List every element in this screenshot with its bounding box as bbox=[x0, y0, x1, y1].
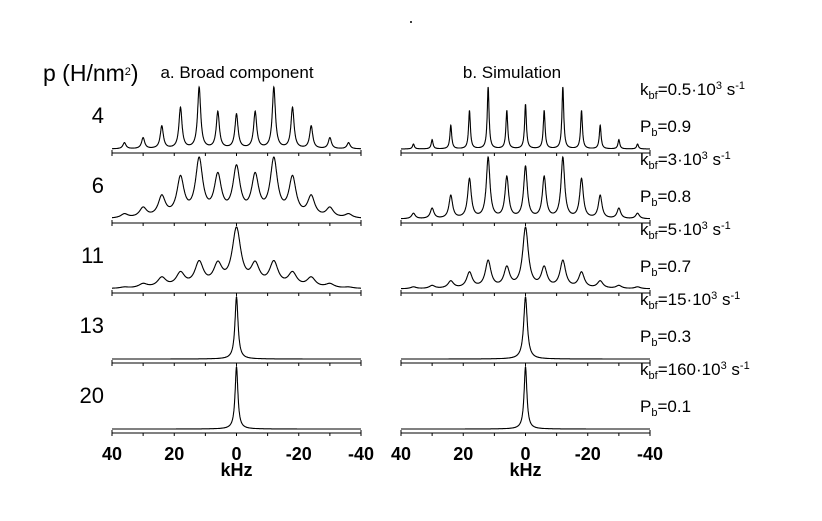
spectrum-simulation-p6 bbox=[401, 155, 650, 220]
x-tick-label: 0 bbox=[520, 444, 530, 464]
pb-label: Pb=0.9 bbox=[640, 117, 692, 139]
x-tick-label: 20 bbox=[164, 444, 184, 464]
x-tick-label: -40 bbox=[348, 444, 374, 464]
y-axis-label: p (H/nm2) bbox=[43, 60, 139, 86]
pressure-label: 4 bbox=[91, 103, 104, 128]
kbf-label: kbf=0.5·103 s-1 bbox=[640, 80, 745, 102]
pb-label: Pb=0.3 bbox=[640, 327, 692, 349]
x-tick-label: -20 bbox=[575, 444, 601, 464]
pb-label: Pb=0.1 bbox=[640, 397, 692, 419]
spectrum-broad-p20 bbox=[112, 365, 361, 430]
spectrum-broad-p6 bbox=[112, 156, 361, 219]
x-axis-title: kHz bbox=[220, 460, 252, 480]
x-tick-label: 40 bbox=[391, 444, 411, 464]
pb-label: Pb=0.8 bbox=[640, 187, 692, 209]
spectrum-simulation-p20 bbox=[401, 365, 650, 430]
x-tick-label: -40 bbox=[637, 444, 663, 464]
x-tick-label: 0 bbox=[231, 444, 241, 464]
x-axis-title: kHz bbox=[509, 460, 541, 480]
kbf-label: kbf=15·103 s-1 bbox=[640, 290, 741, 312]
pressure-label: 20 bbox=[79, 383, 104, 408]
x-tick-label: -20 bbox=[286, 444, 312, 464]
spectrum-broad-p11 bbox=[112, 226, 361, 289]
pressure-label: 6 bbox=[91, 173, 104, 198]
spectrum-broad-p13 bbox=[112, 295, 361, 360]
pressure-label: 13 bbox=[79, 313, 104, 338]
panel-title-simulation: b. Simulation bbox=[462, 63, 562, 82]
pressure-label: 11 bbox=[81, 243, 104, 268]
x-tick-label: 20 bbox=[453, 444, 473, 464]
spectrum-simulation-p13 bbox=[401, 296, 650, 360]
kbf-label: kbf=160·103 s-1 bbox=[640, 360, 750, 382]
spectrum-broad-p4 bbox=[112, 85, 361, 150]
spectrum-simulation-p11 bbox=[401, 226, 650, 290]
panel-title-broad: a. Broad component bbox=[160, 63, 314, 82]
kbf-label: kbf=3·103 s-1 bbox=[640, 150, 731, 172]
kbf-label: kbf=5·103 s-1 bbox=[640, 220, 731, 242]
pb-label: Pb=0.7 bbox=[640, 257, 692, 279]
x-tick-label: 40 bbox=[102, 444, 122, 464]
stray-dot bbox=[410, 21, 412, 23]
spectrum-simulation-p4 bbox=[401, 86, 650, 150]
